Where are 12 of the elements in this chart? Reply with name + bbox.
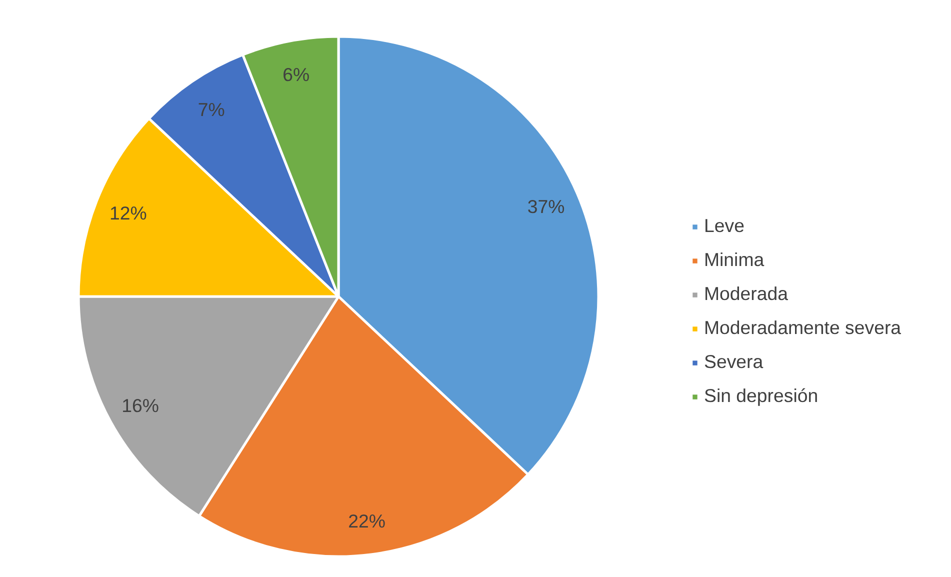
legend-label: Severa xyxy=(704,351,764,373)
data-label: 12% xyxy=(110,202,147,224)
data-label: 16% xyxy=(122,394,159,416)
data-label: 6% xyxy=(282,64,310,85)
legend-label: Leve xyxy=(704,215,744,237)
legend-label: Minima xyxy=(704,249,764,271)
data-label: 22% xyxy=(348,510,386,532)
data-label: 7% xyxy=(198,98,225,120)
data-label: 37% xyxy=(527,196,565,218)
legend-label: Moderadamente severa xyxy=(704,317,902,339)
legend-label: Sin depresión xyxy=(704,385,818,407)
legend-label: Moderada xyxy=(704,283,788,305)
